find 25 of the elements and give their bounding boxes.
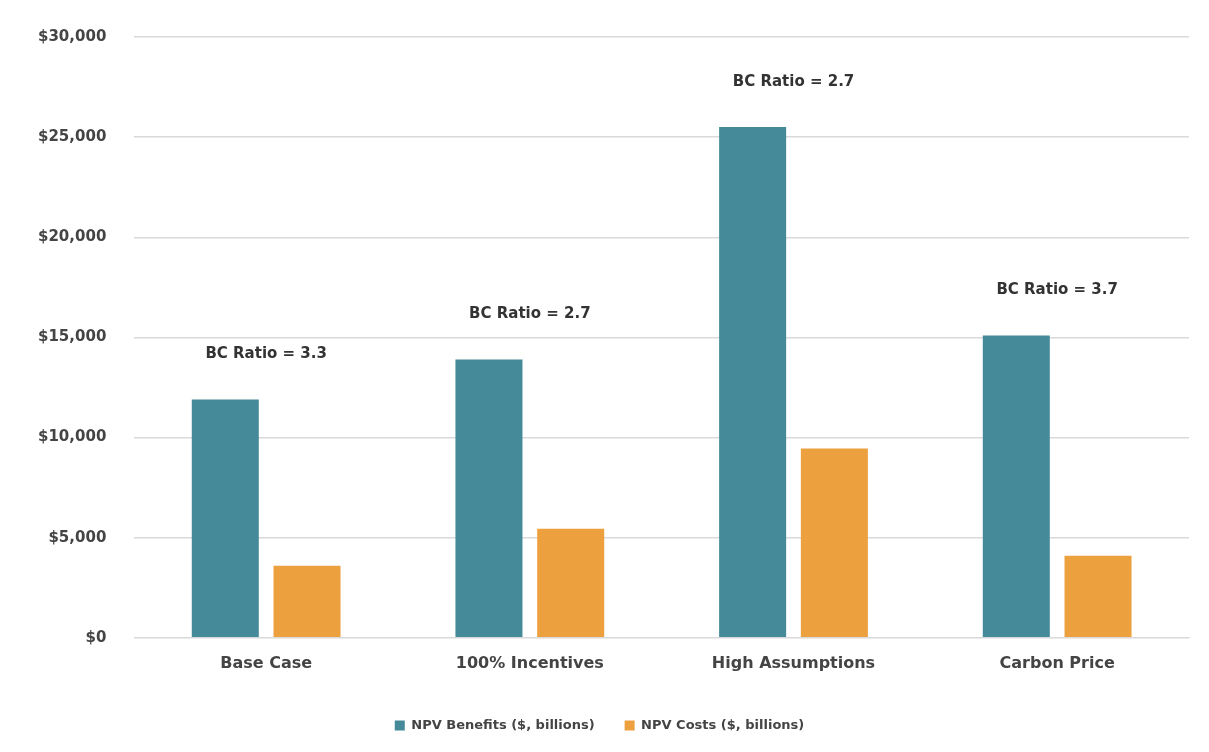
bar (1064, 555, 1132, 638)
bar (982, 335, 1050, 638)
bar (191, 399, 259, 638)
annotation: BC Ratio = 2.7 (732, 72, 855, 91)
y-tick-label: $10,000 (37, 427, 107, 446)
bar (455, 359, 523, 638)
annotation: BC Ratio = 3.3 (205, 344, 327, 363)
annotation: BC Ratio = 2.7 (469, 304, 591, 323)
x-tick-label: High Assumptions (711, 652, 876, 672)
bar (537, 528, 605, 638)
bar (273, 565, 341, 638)
y-tick-label: $0 (85, 627, 107, 646)
y-tick-label: $25,000 (37, 127, 107, 146)
y-tick-label: $30,000 (37, 26, 107, 45)
legend-label: NPV Benefits ($, billions) (411, 716, 595, 732)
bar (800, 448, 868, 638)
x-tick-label: Base Case (220, 652, 313, 672)
y-tick-label: $15,000 (37, 327, 107, 346)
annotation: BC Ratio = 3.7 (996, 280, 1118, 299)
x-tick-label: 100% Incentives (455, 652, 604, 672)
y-tick-label: $20,000 (37, 227, 107, 246)
y-tick-label: $5,000 (48, 527, 107, 546)
x-tick-label: Carbon Price (999, 652, 1115, 672)
bar (719, 127, 787, 638)
legend-label: NPV Costs ($, billions) (641, 716, 805, 732)
